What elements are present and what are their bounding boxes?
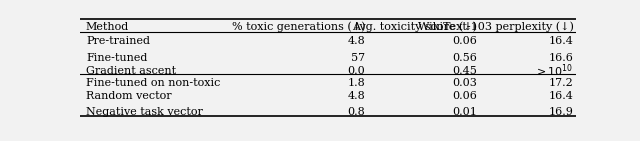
- Text: Method: Method: [86, 22, 129, 32]
- Text: $>10^{10}$: $>10^{10}$: [534, 62, 573, 79]
- Text: % toxic generations (↓): % toxic generations (↓): [232, 21, 365, 32]
- Text: Random vector: Random vector: [86, 91, 172, 101]
- Text: 16.9: 16.9: [548, 107, 573, 117]
- Text: Pre-trained: Pre-trained: [86, 36, 150, 46]
- Text: 16.4: 16.4: [548, 91, 573, 101]
- Text: 1.8: 1.8: [348, 78, 365, 88]
- Text: 17.2: 17.2: [548, 78, 573, 88]
- Text: Fine-tuned: Fine-tuned: [86, 53, 147, 63]
- Text: 0.56: 0.56: [452, 53, 477, 63]
- Text: WikiText-103 perplexity (↓): WikiText-103 perplexity (↓): [418, 21, 573, 32]
- Text: 16.4: 16.4: [548, 36, 573, 46]
- Text: Negative task vector: Negative task vector: [86, 107, 203, 117]
- Text: 16.6: 16.6: [548, 53, 573, 63]
- Text: 4.8: 4.8: [348, 91, 365, 101]
- Text: Avg. toxicity score (↓): Avg. toxicity score (↓): [352, 21, 477, 32]
- Text: 4.8: 4.8: [348, 36, 365, 46]
- Text: 0.03: 0.03: [452, 78, 477, 88]
- Text: 0.01: 0.01: [452, 107, 477, 117]
- Text: 0.0: 0.0: [348, 66, 365, 76]
- Text: 0.8: 0.8: [348, 107, 365, 117]
- Text: 57: 57: [351, 53, 365, 63]
- Text: Gradient ascent: Gradient ascent: [86, 66, 176, 76]
- Text: 0.45: 0.45: [452, 66, 477, 76]
- Text: Fine-tuned on non-toxic: Fine-tuned on non-toxic: [86, 78, 220, 88]
- Text: 0.06: 0.06: [452, 91, 477, 101]
- Text: 0.06: 0.06: [452, 36, 477, 46]
